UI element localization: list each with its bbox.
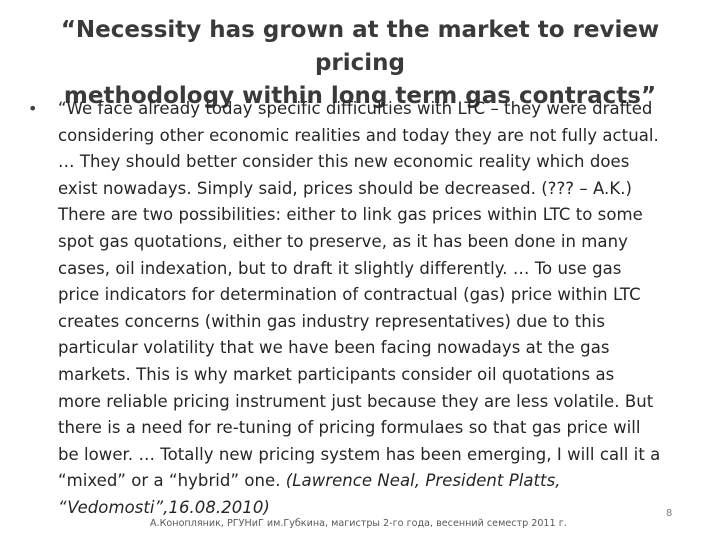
quote-line: creates concerns (within gas industry re… bbox=[58, 311, 606, 331]
bullet-marker: • bbox=[28, 99, 38, 118]
quote-line: There are two possibilities: either to l… bbox=[58, 205, 643, 225]
quote-line: markets. This is why market participants… bbox=[58, 364, 615, 384]
quote-line: … They should better consider this new e… bbox=[58, 152, 630, 172]
quote-line: be lower. … Totally new pricing system h… bbox=[58, 444, 661, 464]
quote-line-with-citation: “mixed” or a “hybrid” one. (Lawrence Nea… bbox=[58, 468, 704, 495]
quote-line: spot gas quotations, either to preserve,… bbox=[58, 231, 628, 251]
slide-footer: А.Конопляник, РГУНиГ им.Губкина, магистр… bbox=[150, 518, 567, 529]
citation-source: “Vedomosti”,16.08.2010) bbox=[58, 497, 270, 517]
quote-line: there is a need for re-tuning of pricing… bbox=[58, 418, 641, 438]
citation: (Lawrence Neal, President Platts, bbox=[285, 471, 561, 491]
page-number: 8 bbox=[666, 508, 673, 519]
quote-line: “We face already today specific difficul… bbox=[58, 99, 653, 118]
title-line: “Necessity has grown at the market to re… bbox=[60, 17, 660, 76]
quote-line: price indicators for determination of co… bbox=[58, 285, 641, 305]
quote-line: cases, oil indexation, but to draft it s… bbox=[58, 258, 622, 278]
quote-line: considering other economic realities and… bbox=[58, 125, 659, 145]
slide-title: “Necessity has grown at the market to re… bbox=[40, 14, 680, 113]
quote-line: particular volatility that we have been … bbox=[58, 338, 610, 358]
quote-line: “mixed” or a “hybrid” one. bbox=[58, 471, 286, 491]
title-line: methodology within long term gas contrac… bbox=[63, 83, 657, 109]
quote-line: exist nowadays. Simply said, prices shou… bbox=[58, 178, 632, 198]
quote-line: more reliable pricing instrument just be… bbox=[58, 391, 654, 411]
quote-text: “We face already today specific difficul… bbox=[58, 96, 704, 522]
